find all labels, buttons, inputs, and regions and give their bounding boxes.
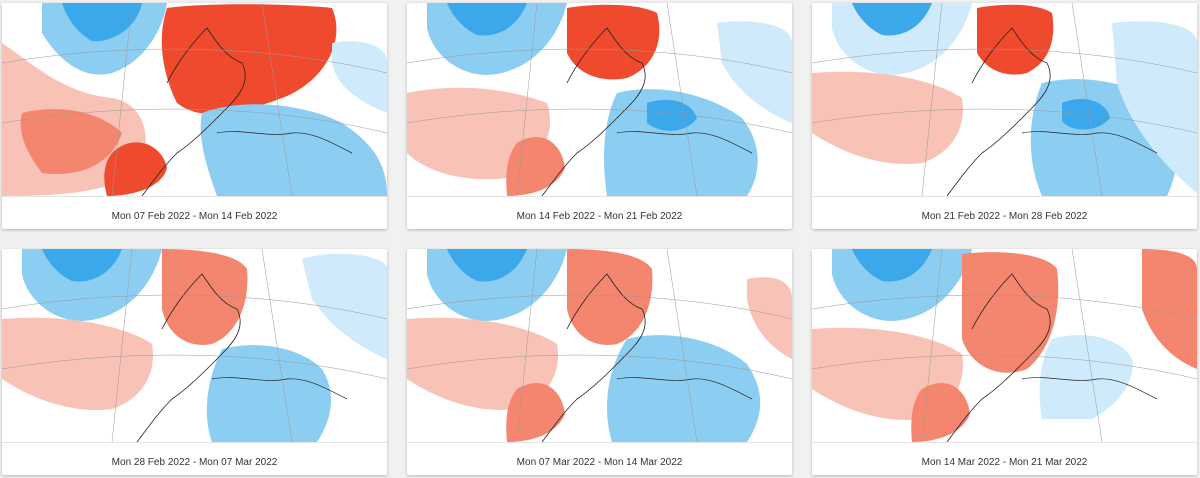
map-card-5[interactable]: Mon 07 Mar 2022 - Mon 14 Mar 2022	[407, 249, 792, 475]
north-atlantic-cold-core	[447, 249, 527, 282]
map-card-2[interactable]: Mon 14 Feb 2022 - Mon 21 Feb 2022	[407, 3, 792, 229]
iberia-warm-region	[104, 142, 167, 196]
mediterranean-cold-region	[200, 104, 387, 196]
map-card-3[interactable]: Mon 21 Feb 2022 - Mon 28 Feb 2022	[812, 3, 1197, 229]
mediterranean-cold-core	[647, 99, 697, 131]
north-europe-warm-region	[161, 4, 337, 115]
north-atlantic-cold-core	[42, 249, 122, 282]
mediterranean-cold-region	[604, 89, 758, 196]
atlantic-warm-region	[812, 71, 963, 164]
coastline	[1021, 377, 1158, 400]
north-atlantic-cold-core	[447, 3, 527, 36]
coastline	[1021, 131, 1158, 154]
coastline	[216, 131, 353, 154]
coastline	[541, 27, 646, 196]
north-europe-warm-region	[977, 4, 1054, 75]
mediterranean-cold-region	[1039, 335, 1133, 419]
atlantic-warm-region	[407, 317, 558, 410]
period-caption: Mon 21 Feb 2022 - Mon 28 Feb 2022	[812, 196, 1197, 229]
anomaly-map[interactable]	[2, 3, 387, 196]
far-east-cold-region	[1112, 21, 1197, 194]
graticule-line	[407, 249, 792, 442]
north-europe-warm-region	[567, 249, 653, 345]
atlantic-warm-region	[2, 317, 153, 410]
map-card-1[interactable]: Mon 07 Feb 2022 - Mon 14 Feb 2022	[2, 3, 387, 229]
iberia-warm-region	[506, 137, 565, 196]
coastline	[141, 27, 246, 196]
map-card-4[interactable]: Mon 28 Feb 2022 - Mon 07 Mar 2022	[2, 249, 387, 475]
anomaly-map[interactable]	[812, 3, 1197, 196]
period-caption: Mon 14 Mar 2022 - Mon 21 Mar 2022	[812, 442, 1197, 475]
atlantic-warm-core	[20, 109, 123, 174]
far-east-cold-region	[302, 253, 387, 359]
coastline	[211, 377, 348, 400]
coastline	[616, 377, 753, 400]
graticule-line	[812, 3, 1197, 196]
map-card-6[interactable]: Mon 14 Mar 2022 - Mon 21 Mar 2022	[812, 249, 1197, 475]
coastline	[946, 273, 1051, 442]
north-europe-warm-region	[162, 249, 248, 345]
north-atlantic-cold-core	[852, 249, 932, 282]
graticule-line	[812, 249, 1197, 442]
period-caption: Mon 07 Feb 2022 - Mon 14 Feb 2022	[2, 196, 387, 229]
far-east-warm-region	[1142, 249, 1197, 369]
graticule-line	[407, 3, 792, 196]
coastline	[946, 27, 1051, 196]
graticule-line	[2, 249, 387, 442]
iberia-warm-region	[506, 383, 565, 442]
far-east-cold-region	[332, 41, 387, 113]
far-east-cold-region	[717, 21, 792, 123]
north-atlantic-cold-core	[852, 3, 932, 36]
north-europe-warm-region	[962, 252, 1059, 373]
period-caption: Mon 28 Feb 2022 - Mon 07 Mar 2022	[2, 442, 387, 475]
period-caption: Mon 07 Mar 2022 - Mon 14 Mar 2022	[407, 442, 792, 475]
graticule-line	[2, 3, 387, 196]
north-atlantic-cold-core	[62, 3, 142, 42]
anomaly-map[interactable]	[812, 249, 1197, 442]
coastline	[541, 273, 646, 442]
coastline	[136, 273, 241, 442]
period-caption: Mon 14 Feb 2022 - Mon 21 Feb 2022	[407, 196, 792, 229]
anomaly-map[interactable]	[2, 249, 387, 442]
far-east-warm-region	[747, 277, 792, 359]
anomaly-map[interactable]	[407, 3, 792, 196]
mediterranean-cold-region	[607, 335, 761, 442]
iberia-warm-region	[911, 383, 970, 442]
anomaly-map[interactable]	[407, 249, 792, 442]
mediterranean-cold-region	[206, 345, 332, 442]
coastline	[616, 131, 753, 154]
